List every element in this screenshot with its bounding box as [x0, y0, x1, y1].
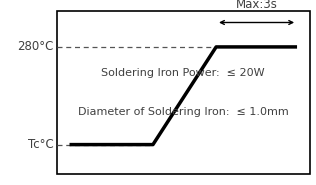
Text: Tc°C: Tc°C — [28, 138, 54, 151]
Text: Soldering Iron Power:  ≤ 20W: Soldering Iron Power: ≤ 20W — [101, 68, 265, 78]
Text: Diameter of Soldering Iron:  ≤ 1.0mm: Diameter of Soldering Iron: ≤ 1.0mm — [78, 107, 289, 117]
Text: Max:3s: Max:3s — [236, 0, 277, 11]
Text: 280°C: 280°C — [17, 40, 54, 53]
FancyBboxPatch shape — [57, 11, 310, 174]
